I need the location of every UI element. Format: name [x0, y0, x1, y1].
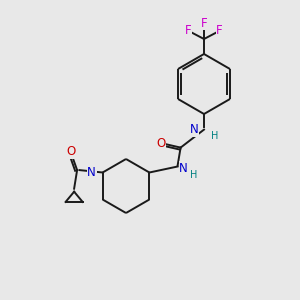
Text: O: O	[66, 145, 75, 158]
Text: F: F	[185, 24, 192, 37]
Text: H: H	[212, 131, 219, 141]
Text: N: N	[87, 166, 96, 179]
Text: N: N	[190, 123, 199, 136]
Text: F: F	[201, 17, 207, 30]
Text: F: F	[216, 24, 223, 37]
Text: H: H	[190, 169, 198, 180]
Text: N: N	[179, 161, 188, 175]
Text: O: O	[157, 136, 166, 150]
